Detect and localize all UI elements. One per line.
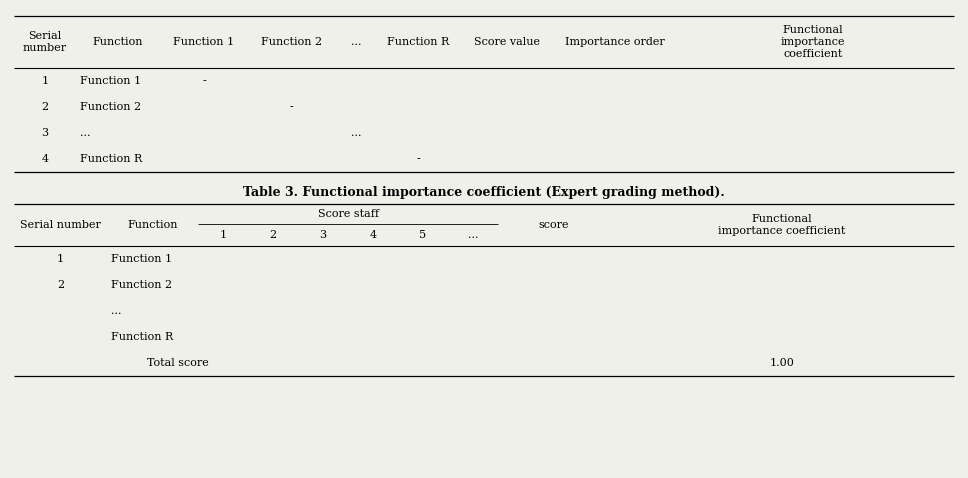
Text: ...: ... [351, 128, 362, 138]
Text: 1.00: 1.00 [770, 358, 795, 368]
Text: Function: Function [93, 37, 143, 47]
Text: ...: ... [468, 230, 478, 240]
Text: score: score [539, 220, 569, 230]
Text: 2: 2 [57, 280, 64, 290]
Text: 1: 1 [57, 254, 64, 264]
Text: Function 1: Function 1 [111, 254, 172, 264]
Text: 4: 4 [42, 154, 48, 164]
Text: 1: 1 [42, 76, 48, 86]
Text: ...: ... [111, 306, 122, 316]
Text: Function 2: Function 2 [80, 102, 141, 112]
Text: -: - [289, 102, 293, 112]
Text: ...: ... [351, 37, 362, 47]
Text: Function 1: Function 1 [80, 76, 141, 86]
Text: Function R: Function R [387, 37, 449, 47]
Text: Score value: Score value [474, 37, 540, 47]
Text: Function R: Function R [80, 154, 142, 164]
Text: Function R: Function R [111, 332, 173, 342]
Text: Table 3. Functional importance coefficient (Expert grading method).: Table 3. Functional importance coefficie… [243, 185, 725, 198]
Text: 3: 3 [42, 128, 48, 138]
Text: Importance order: Importance order [564, 37, 664, 47]
Text: -: - [416, 154, 420, 164]
Text: ...: ... [80, 128, 90, 138]
Text: 3: 3 [319, 230, 326, 240]
Text: 2: 2 [42, 102, 48, 112]
Text: Functional
importance coefficient: Functional importance coefficient [718, 214, 846, 236]
Text: Serial number: Serial number [20, 220, 101, 230]
Text: 4: 4 [370, 230, 377, 240]
Text: 1: 1 [220, 230, 227, 240]
Text: Function: Function [127, 220, 178, 230]
Text: Serial
number: Serial number [23, 31, 67, 53]
Text: Function 2: Function 2 [261, 37, 322, 47]
Text: Functional
importance
coefficient: Functional importance coefficient [781, 25, 845, 59]
Text: 5: 5 [419, 230, 427, 240]
Text: Function 2: Function 2 [111, 280, 172, 290]
Text: Function 1: Function 1 [173, 37, 234, 47]
Text: Total score: Total score [146, 358, 208, 368]
Text: Score staff: Score staff [318, 209, 378, 219]
Text: 2: 2 [269, 230, 277, 240]
Text: -: - [202, 76, 206, 86]
